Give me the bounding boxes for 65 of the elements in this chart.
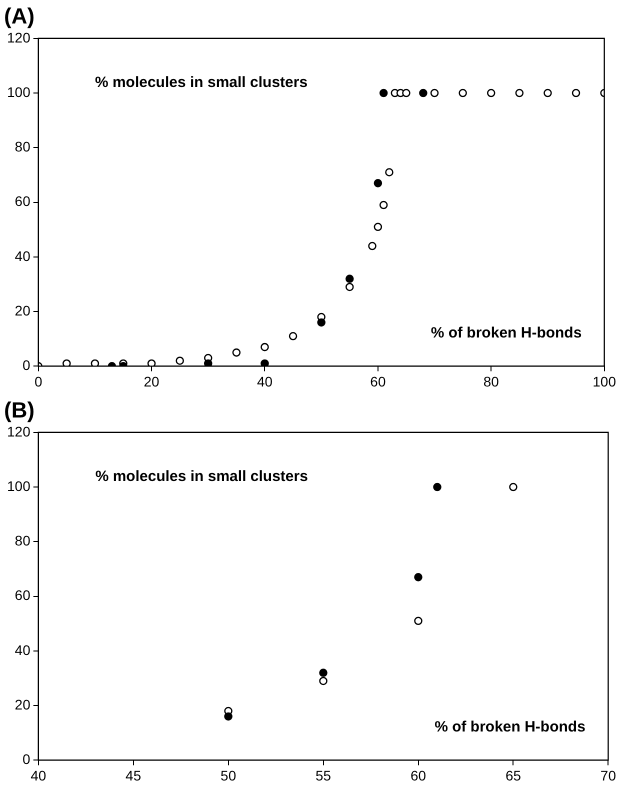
point — [260, 359, 269, 366]
y-tick-label: 60 — [14, 587, 31, 604]
y-tick-label: 60 — [14, 193, 31, 210]
x-tick-label: 60 — [370, 373, 386, 390]
point — [433, 482, 442, 492]
x-tick-label: 100 — [592, 373, 616, 390]
point — [204, 359, 212, 366]
point — [260, 342, 269, 352]
point — [572, 88, 580, 98]
x-tick-label: 50 — [220, 767, 236, 784]
x-axis-title: % of broken H-bonds — [430, 324, 582, 342]
y-tick-label: 40 — [14, 248, 31, 264]
x-tick-label: 55 — [315, 767, 332, 784]
point — [374, 179, 382, 188]
point — [374, 222, 382, 232]
x-tick-label: 65 — [505, 767, 522, 784]
point — [62, 359, 71, 366]
point — [509, 482, 518, 492]
point — [224, 712, 232, 721]
y-tick-label: 0 — [22, 751, 31, 768]
point — [515, 88, 524, 98]
y-axis-title: % molecules in small clusters — [95, 468, 308, 485]
point — [379, 200, 388, 210]
x-tick-label: 80 — [483, 373, 500, 390]
y-tick-label: 100 — [7, 478, 31, 494]
point — [319, 676, 328, 686]
x-tick-label: 40 — [256, 373, 273, 390]
point — [147, 359, 156, 366]
point — [458, 88, 467, 98]
point — [486, 88, 496, 98]
y-tick-label: 120 — [7, 29, 31, 46]
y-tick-label: 40 — [14, 642, 31, 658]
y-tick-label: 100 — [7, 84, 31, 100]
x-axis-title: % of broken H-bonds — [434, 718, 586, 736]
y-tick-label: 20 — [14, 696, 31, 712]
x-tick-label: 20 — [144, 373, 160, 390]
point — [317, 318, 326, 327]
point — [345, 274, 354, 283]
point — [419, 88, 428, 98]
chart-title: (A) — [4, 3, 35, 28]
point — [319, 668, 328, 677]
point — [379, 88, 388, 98]
y-tick-label: 80 — [14, 532, 31, 549]
x-tick-label: 70 — [600, 767, 616, 784]
point — [288, 332, 298, 340]
chart-title: (B) — [4, 397, 35, 422]
point — [385, 168, 394, 176]
y-tick-label: 20 — [14, 302, 31, 318]
point — [414, 616, 422, 626]
y-tick-label: 80 — [14, 138, 31, 155]
x-tick-label: 60 — [410, 767, 426, 784]
x-tick-label: 45 — [126, 767, 142, 784]
point — [345, 282, 354, 292]
point — [176, 356, 184, 365]
point — [90, 359, 100, 366]
y-axis-title: % molecules in small clusters — [94, 74, 308, 91]
point — [368, 242, 376, 250]
y-tick-label: 120 — [7, 423, 31, 440]
point — [414, 573, 422, 582]
point — [232, 348, 241, 357]
y-tick-label: 0 — [22, 357, 31, 374]
point — [430, 88, 439, 98]
x-tick-label: 0 — [34, 373, 42, 390]
point — [544, 88, 552, 98]
point — [402, 88, 410, 98]
